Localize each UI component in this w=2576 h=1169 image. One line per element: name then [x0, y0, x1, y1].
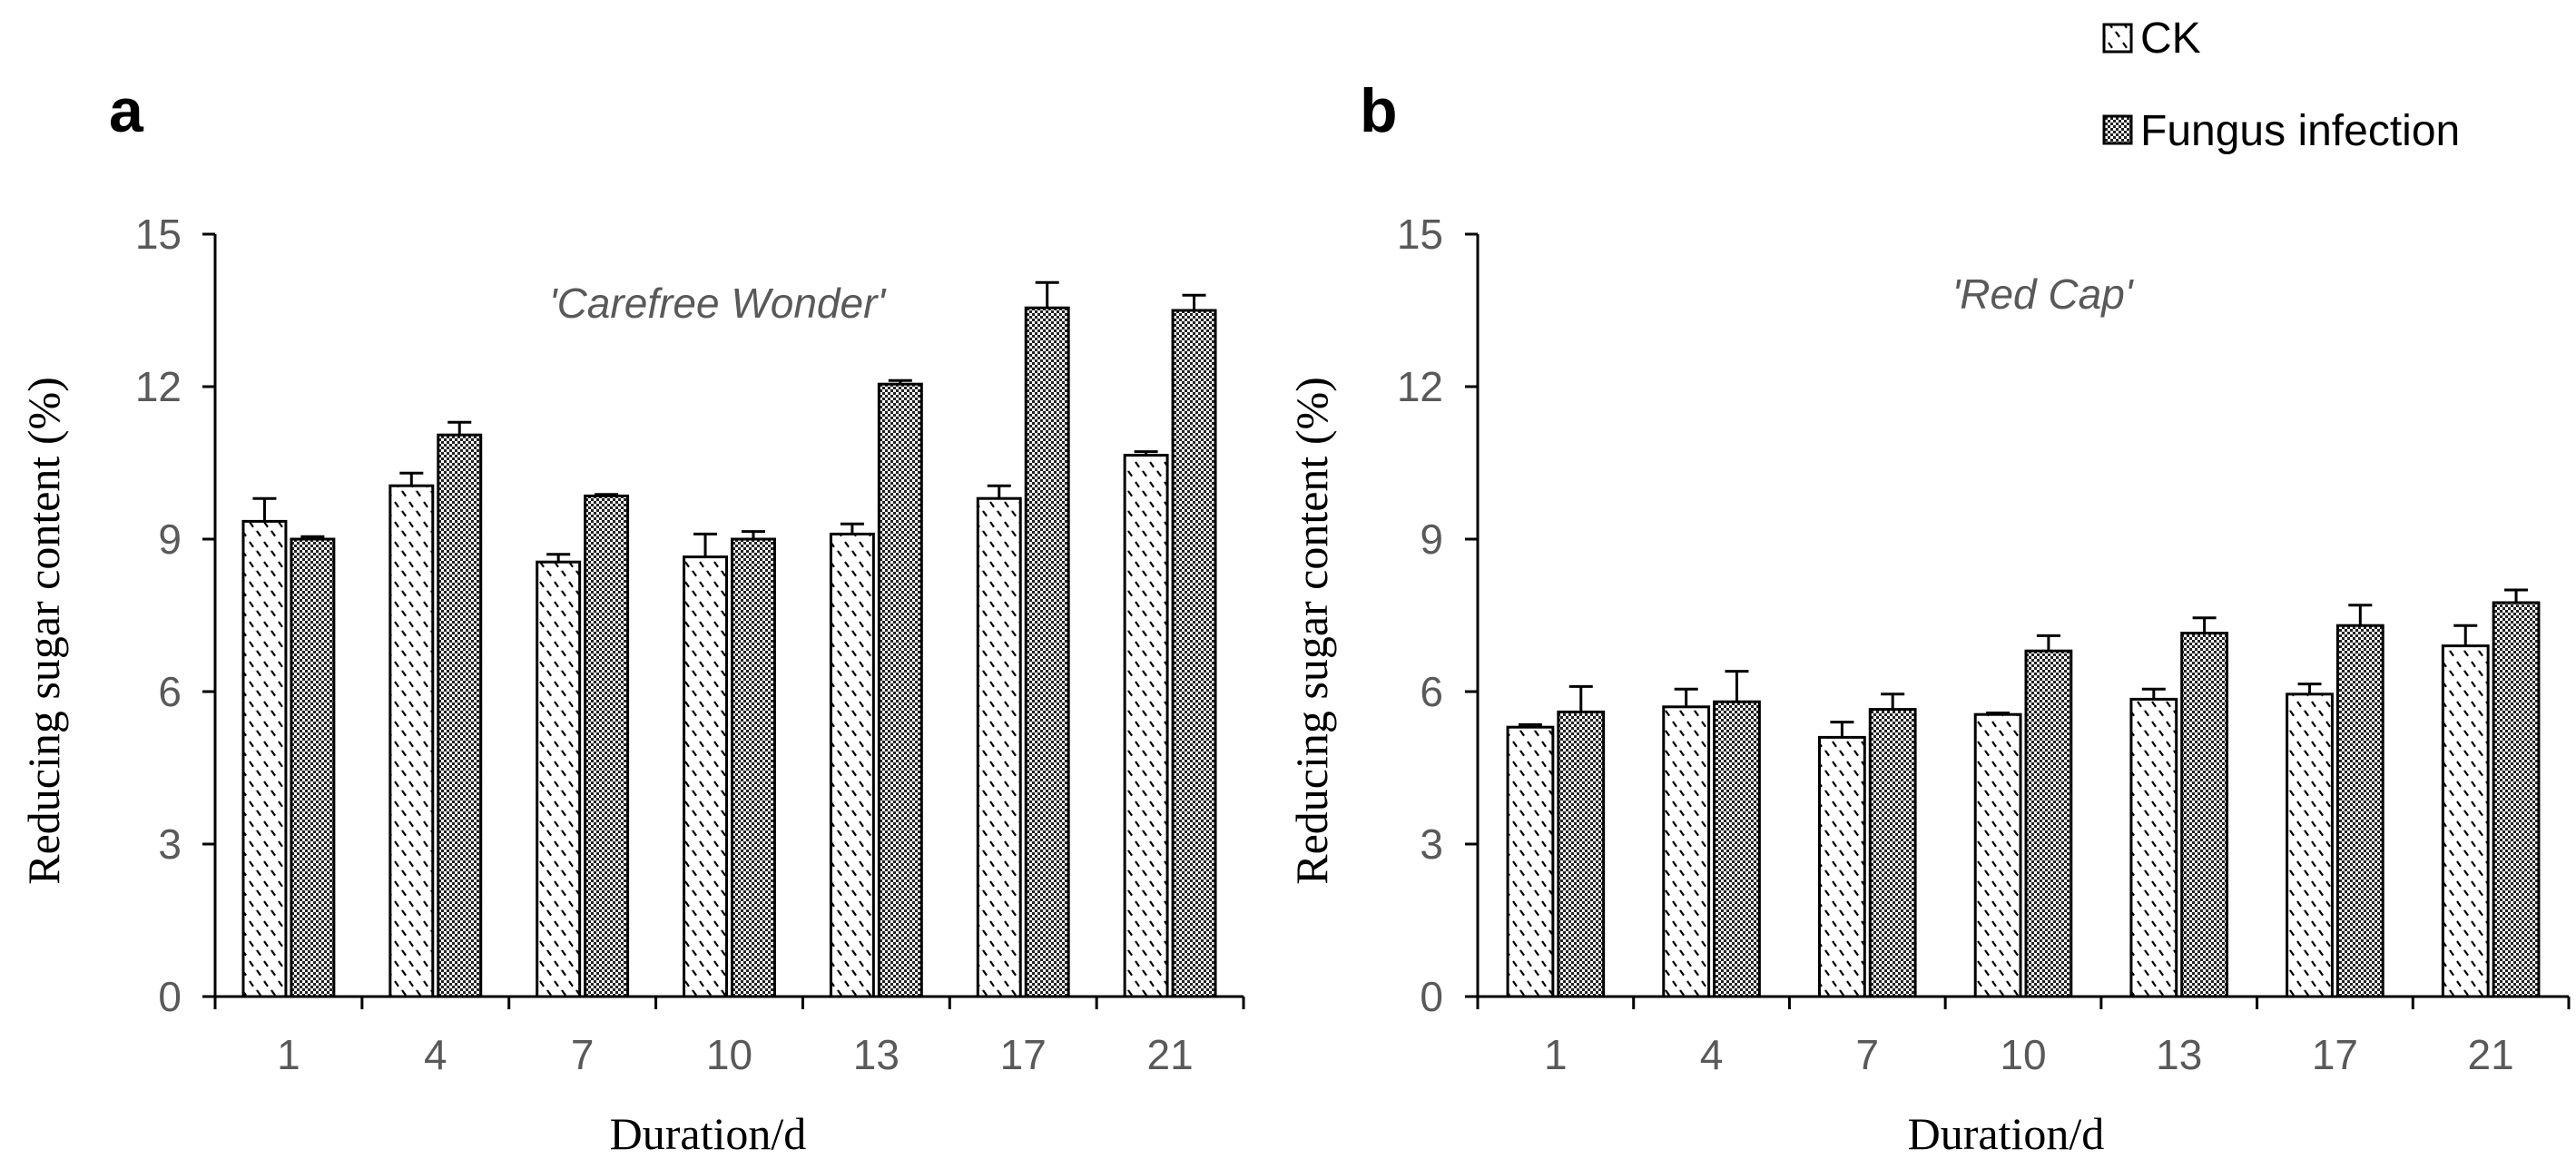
- panel-a-x-tick-label: 1: [277, 1031, 300, 1078]
- panel-a-y-tick-label: 6: [158, 668, 182, 715]
- panel-a-bar-fungus-21: [1171, 309, 1217, 998]
- panel-a-y-tick-label: 12: [135, 363, 182, 410]
- panel-a-y-tick-label: 3: [158, 820, 182, 868]
- panel-a-x-tick-label: 10: [706, 1031, 752, 1078]
- legend-swatch-ck: [2102, 23, 2133, 54]
- panel-b-bar-ck-17: [2286, 693, 2334, 998]
- panel-b-bar-fungus-7: [1868, 708, 1917, 998]
- panel-a-bar-fungus-1: [290, 537, 336, 998]
- panel-b-title: 'Red Cap': [1952, 270, 2134, 318]
- panel-b-bar-ck-21: [2441, 644, 2490, 998]
- panel-b-bar-fungus-1: [1557, 710, 1606, 998]
- panel-b-bar-fungus-10: [2024, 649, 2073, 998]
- panel-a-bar-fungus-10: [731, 537, 776, 998]
- panel-a-x-tick-label: 13: [853, 1031, 900, 1078]
- panel-b-x-tick-label: 7: [1855, 1031, 1879, 1078]
- panel-b-plot: 0 3 6 9 12 15 1 4 7 10 13 17 21: [1397, 211, 2571, 1078]
- panel-b-xlabel: Duration/d: [1908, 1108, 2105, 1159]
- panel-a-bar-fungus-7: [584, 494, 630, 998]
- panel-b-bar-ck-13: [2129, 697, 2178, 998]
- panel-a-x-tick-label: 21: [1146, 1031, 1193, 1078]
- panel-a-title: 'Carefree Wonder': [549, 280, 888, 327]
- panel-a-xlabel: Duration/d: [610, 1108, 807, 1159]
- panel-b-y-tick-label: 3: [1420, 820, 1443, 868]
- panel-a-bar-ck-21: [1123, 454, 1169, 998]
- panel-a-bar-fungus-4: [437, 433, 483, 998]
- panel-b-bar-fungus-17: [2335, 624, 2384, 998]
- panel-a-y-tick-label: 0: [158, 973, 182, 1020]
- panel-a-bar-fungus-17: [1024, 306, 1070, 998]
- panel-b-letter: b: [1360, 76, 1398, 145]
- panel-b-bar-fungus-4: [1713, 700, 1761, 998]
- panel-a-bar-ck-13: [829, 532, 875, 998]
- panel-a-bar-fungus-13: [877, 382, 923, 998]
- panel-a-ylabel: Reducing sugar content (%): [18, 377, 69, 885]
- panel-b-x-tick-label: 21: [2468, 1031, 2514, 1078]
- legend-swatch-fungus: [2102, 114, 2133, 145]
- panel-a-y-tick-label: 15: [135, 211, 182, 258]
- panel-a-x-tick-label: 17: [1000, 1031, 1047, 1078]
- panel-a-y-tick-label: 9: [158, 516, 182, 563]
- panel-b-x-tick-label: 17: [2312, 1031, 2358, 1078]
- panel-a-bar-ck-10: [683, 555, 728, 998]
- panel-b-x-tick-label: 4: [1700, 1031, 1724, 1078]
- panel-a-plot: 0 3 6 9 12 15 1 4 7 10 13 17 21: [135, 211, 1245, 1078]
- panel-a-bar-ck-4: [388, 484, 435, 998]
- panel-b-x-tick-label: 10: [2000, 1031, 2046, 1078]
- panel-b-bar-ck-1: [1506, 725, 1555, 998]
- panel-a-x-tick-label: 4: [424, 1031, 447, 1078]
- panel-b-y-tick-label: 6: [1420, 668, 1443, 715]
- panel-a-bar-ck-7: [536, 560, 582, 998]
- panel-b-x-tick-label: 1: [1544, 1031, 1568, 1078]
- panel-b-bar-ck-10: [1973, 712, 2022, 998]
- panel-b-y-tick-label: 9: [1420, 516, 1443, 563]
- panel-b-y-tick-label: 15: [1397, 211, 1443, 258]
- panel-b-ylabel: Reducing sugar content (%): [1286, 377, 1337, 885]
- panel-b-y-tick-label: 12: [1397, 363, 1443, 410]
- panel-b-bar-ck-4: [1662, 705, 1711, 998]
- panel-b-y-tick-label: 0: [1420, 973, 1443, 1020]
- legend-label-fungus: Fungus infection: [2140, 107, 2460, 155]
- panel-a-bar-ck-17: [976, 496, 1022, 998]
- legend: CK Fungus infection: [2102, 15, 2460, 155]
- panel-a-bar-ck-1: [241, 519, 288, 998]
- panel-b-bar-fungus-13: [2180, 632, 2229, 998]
- panel-a-letter: a: [109, 76, 144, 145]
- panel-b-x-tick-label: 13: [2156, 1031, 2202, 1078]
- legend-label-ck: CK: [2140, 15, 2201, 63]
- panel-a-x-tick-label: 7: [571, 1031, 595, 1078]
- panel-b-bar-fungus-21: [2492, 601, 2541, 998]
- panel-b-bar-ck-7: [1817, 735, 1866, 998]
